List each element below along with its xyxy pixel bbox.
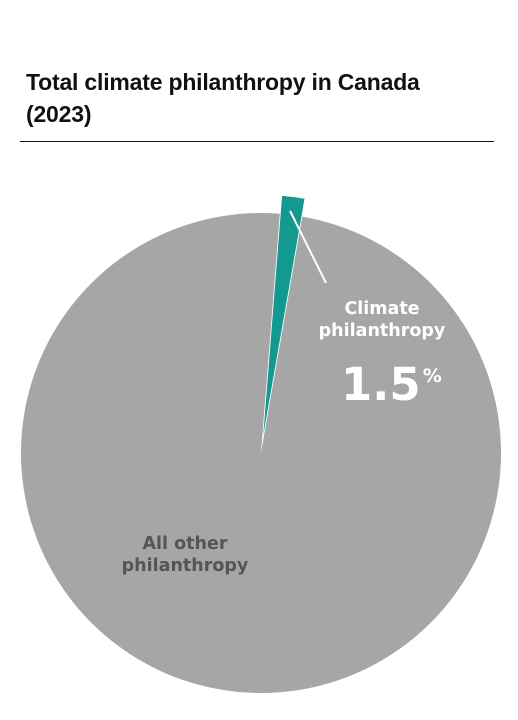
slice-label-other-line2: philanthropy <box>122 556 249 576</box>
pie-slice-climate-philanthropy <box>263 195 305 436</box>
slice-label-climate-line2: philanthropy <box>319 321 446 341</box>
slice-label-other-line1: All other <box>143 534 228 554</box>
pie-slice-all-other-philanthropy <box>20 213 501 694</box>
chart-title: Total climate philanthropy in Canada (20… <box>26 69 420 127</box>
slice-value-climate: 1.5% <box>341 358 442 411</box>
slice-label-climate-line1: Climate <box>344 299 419 319</box>
title-divider <box>20 141 494 142</box>
slice-value-unit: % <box>423 365 442 387</box>
label-leader-line <box>289 210 327 284</box>
slice-value-number: 1.5 <box>341 358 421 411</box>
